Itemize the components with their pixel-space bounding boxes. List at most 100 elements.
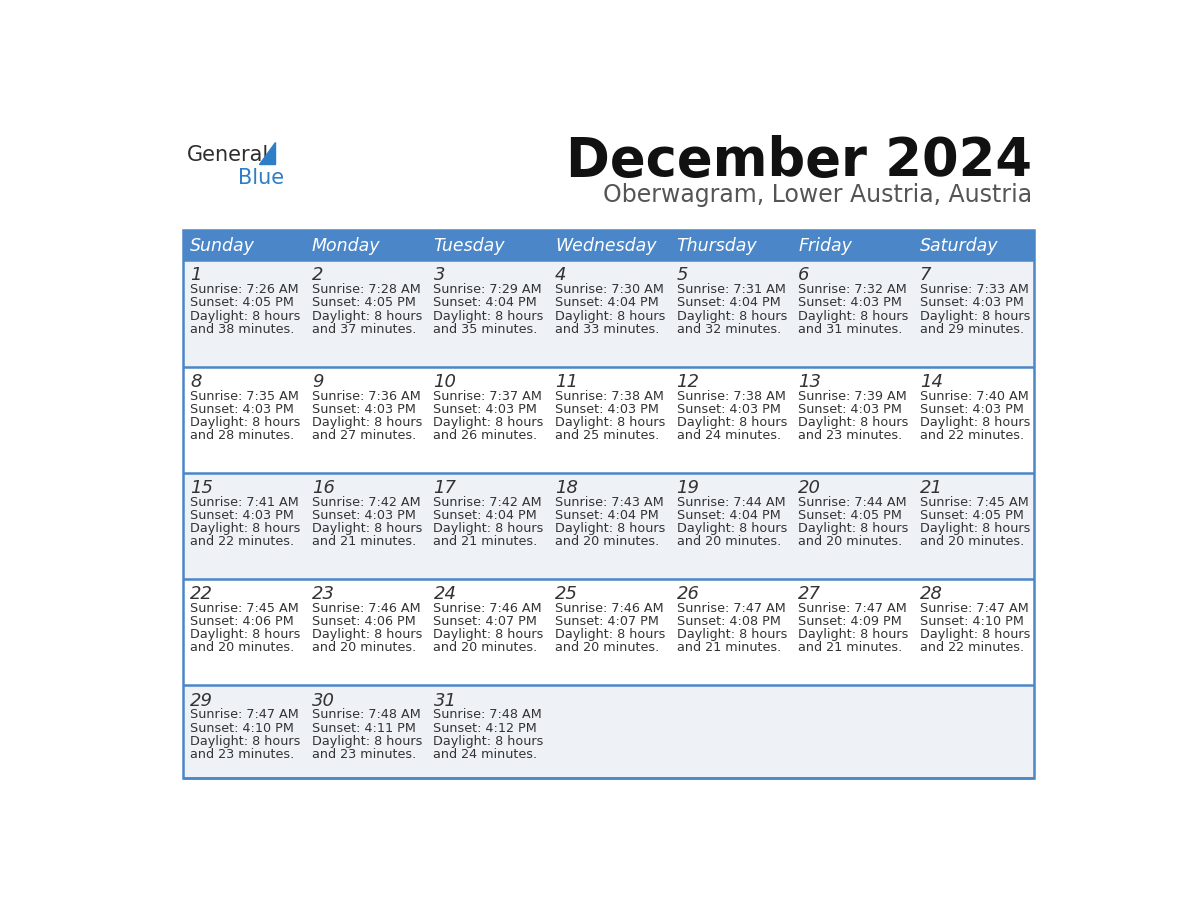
Text: Sunrise: 7:39 AM: Sunrise: 7:39 AM	[798, 389, 906, 403]
Bar	[183, 366, 1035, 473]
Text: Tuesday: Tuesday	[434, 237, 505, 255]
Text: and 37 minutes.: and 37 minutes.	[312, 323, 416, 336]
Text: and 22 minutes.: and 22 minutes.	[190, 535, 295, 548]
Text: Sunrise: 7:47 AM: Sunrise: 7:47 AM	[677, 602, 785, 615]
Text: 23: 23	[312, 586, 335, 603]
Text: 25: 25	[555, 586, 579, 603]
Text: 4: 4	[555, 266, 567, 285]
Text: 20: 20	[798, 479, 821, 497]
Text: Sunset: 4:03 PM: Sunset: 4:03 PM	[920, 403, 1024, 416]
Text: and 23 minutes.: and 23 minutes.	[190, 748, 295, 761]
Text: Sunrise: 7:33 AM: Sunrise: 7:33 AM	[920, 284, 1029, 297]
Text: 8: 8	[190, 373, 202, 391]
Text: Sunrise: 7:45 AM: Sunrise: 7:45 AM	[190, 602, 299, 615]
Text: and 20 minutes.: and 20 minutes.	[920, 535, 1024, 548]
Text: 9: 9	[312, 373, 323, 391]
Text: Daylight: 8 hours: Daylight: 8 hours	[555, 628, 665, 642]
Text: 28: 28	[920, 586, 943, 603]
Text: Daylight: 8 hours: Daylight: 8 hours	[920, 309, 1030, 322]
Text: 16: 16	[312, 479, 335, 497]
Text: 18: 18	[555, 479, 579, 497]
Text: Daylight: 8 hours: Daylight: 8 hours	[190, 628, 301, 642]
Text: Daylight: 8 hours: Daylight: 8 hours	[798, 309, 909, 322]
Text: Daylight: 8 hours: Daylight: 8 hours	[190, 309, 301, 322]
Text: and 22 minutes.: and 22 minutes.	[920, 642, 1024, 655]
Text: and 24 minutes.: and 24 minutes.	[677, 429, 781, 442]
Text: and 21 minutes.: and 21 minutes.	[677, 642, 781, 655]
Text: Daylight: 8 hours: Daylight: 8 hours	[312, 628, 422, 642]
Text: Sunset: 4:03 PM: Sunset: 4:03 PM	[920, 297, 1024, 309]
Text: Sunset: 4:10 PM: Sunset: 4:10 PM	[920, 615, 1024, 628]
Text: and 27 minutes.: and 27 minutes.	[312, 429, 416, 442]
Text: 22: 22	[190, 586, 214, 603]
Text: 17: 17	[434, 479, 456, 497]
Text: Wednesday: Wednesday	[555, 237, 657, 255]
Text: and 20 minutes.: and 20 minutes.	[434, 642, 538, 655]
Text: Daylight: 8 hours: Daylight: 8 hours	[677, 416, 786, 429]
Text: Daylight: 8 hours: Daylight: 8 hours	[190, 734, 301, 747]
Text: Sunset: 4:07 PM: Sunset: 4:07 PM	[434, 615, 537, 628]
Text: Sunrise: 7:42 AM: Sunrise: 7:42 AM	[434, 496, 542, 509]
Text: and 21 minutes.: and 21 minutes.	[312, 535, 416, 548]
Text: and 20 minutes.: and 20 minutes.	[312, 642, 416, 655]
Text: Sunset: 4:11 PM: Sunset: 4:11 PM	[312, 722, 416, 734]
Text: 14: 14	[920, 373, 943, 391]
Text: Sunset: 4:03 PM: Sunset: 4:03 PM	[190, 403, 295, 416]
Text: Sunset: 4:05 PM: Sunset: 4:05 PM	[312, 297, 416, 309]
Text: Sunrise: 7:31 AM: Sunrise: 7:31 AM	[677, 284, 785, 297]
Text: 26: 26	[677, 586, 700, 603]
Bar	[183, 230, 1035, 778]
Text: Sunset: 4:04 PM: Sunset: 4:04 PM	[555, 297, 659, 309]
Text: 27: 27	[798, 586, 821, 603]
Text: Sunrise: 7:26 AM: Sunrise: 7:26 AM	[190, 284, 299, 297]
Text: 13: 13	[798, 373, 821, 391]
Text: Thursday: Thursday	[677, 237, 757, 255]
Text: Daylight: 8 hours: Daylight: 8 hours	[555, 416, 665, 429]
Text: Sunrise: 7:47 AM: Sunrise: 7:47 AM	[920, 602, 1029, 615]
Text: Sunrise: 7:44 AM: Sunrise: 7:44 AM	[798, 496, 906, 509]
Text: 15: 15	[190, 479, 214, 497]
Text: 6: 6	[798, 266, 810, 285]
Bar	[183, 579, 1035, 686]
Text: Daylight: 8 hours: Daylight: 8 hours	[190, 416, 301, 429]
Text: Sunrise: 7:47 AM: Sunrise: 7:47 AM	[798, 602, 906, 615]
Text: Sunset: 4:04 PM: Sunset: 4:04 PM	[677, 297, 781, 309]
Text: Sunset: 4:09 PM: Sunset: 4:09 PM	[798, 615, 902, 628]
Text: and 24 minutes.: and 24 minutes.	[434, 748, 538, 761]
Text: Sunrise: 7:38 AM: Sunrise: 7:38 AM	[677, 389, 785, 403]
Text: Sunday: Sunday	[190, 237, 255, 255]
Text: Daylight: 8 hours: Daylight: 8 hours	[434, 522, 544, 535]
Polygon shape	[259, 142, 274, 164]
Text: 10: 10	[434, 373, 456, 391]
Text: Daylight: 8 hours: Daylight: 8 hours	[920, 416, 1030, 429]
Bar	[183, 686, 1035, 778]
Text: Daylight: 8 hours: Daylight: 8 hours	[434, 416, 544, 429]
Text: Sunrise: 7:40 AM: Sunrise: 7:40 AM	[920, 389, 1029, 403]
Text: Daylight: 8 hours: Daylight: 8 hours	[798, 628, 909, 642]
Text: and 26 minutes.: and 26 minutes.	[434, 429, 538, 442]
Text: Daylight: 8 hours: Daylight: 8 hours	[798, 416, 909, 429]
Text: 11: 11	[555, 373, 579, 391]
Text: Sunrise: 7:47 AM: Sunrise: 7:47 AM	[190, 709, 299, 722]
Text: 24: 24	[434, 586, 456, 603]
Text: Sunset: 4:05 PM: Sunset: 4:05 PM	[190, 297, 295, 309]
Text: Sunset: 4:10 PM: Sunset: 4:10 PM	[190, 722, 295, 734]
Text: Sunset: 4:05 PM: Sunset: 4:05 PM	[798, 509, 902, 522]
Text: Sunrise: 7:41 AM: Sunrise: 7:41 AM	[190, 496, 299, 509]
Text: Sunset: 4:07 PM: Sunset: 4:07 PM	[555, 615, 659, 628]
Text: Daylight: 8 hours: Daylight: 8 hours	[312, 416, 422, 429]
Text: and 23 minutes.: and 23 minutes.	[798, 429, 903, 442]
Text: Sunrise: 7:42 AM: Sunrise: 7:42 AM	[312, 496, 421, 509]
Text: Blue: Blue	[238, 168, 284, 188]
Text: Sunrise: 7:32 AM: Sunrise: 7:32 AM	[798, 284, 906, 297]
Text: 7: 7	[920, 266, 931, 285]
Text: 12: 12	[677, 373, 700, 391]
Text: Daylight: 8 hours: Daylight: 8 hours	[555, 522, 665, 535]
Text: Sunrise: 7:38 AM: Sunrise: 7:38 AM	[555, 389, 664, 403]
Text: Sunset: 4:06 PM: Sunset: 4:06 PM	[190, 615, 295, 628]
Text: Sunset: 4:03 PM: Sunset: 4:03 PM	[677, 403, 781, 416]
Text: Friday: Friday	[798, 237, 852, 255]
Text: Sunrise: 7:35 AM: Sunrise: 7:35 AM	[190, 389, 299, 403]
Text: Sunrise: 7:45 AM: Sunrise: 7:45 AM	[920, 496, 1029, 509]
Text: Sunrise: 7:46 AM: Sunrise: 7:46 AM	[434, 602, 542, 615]
